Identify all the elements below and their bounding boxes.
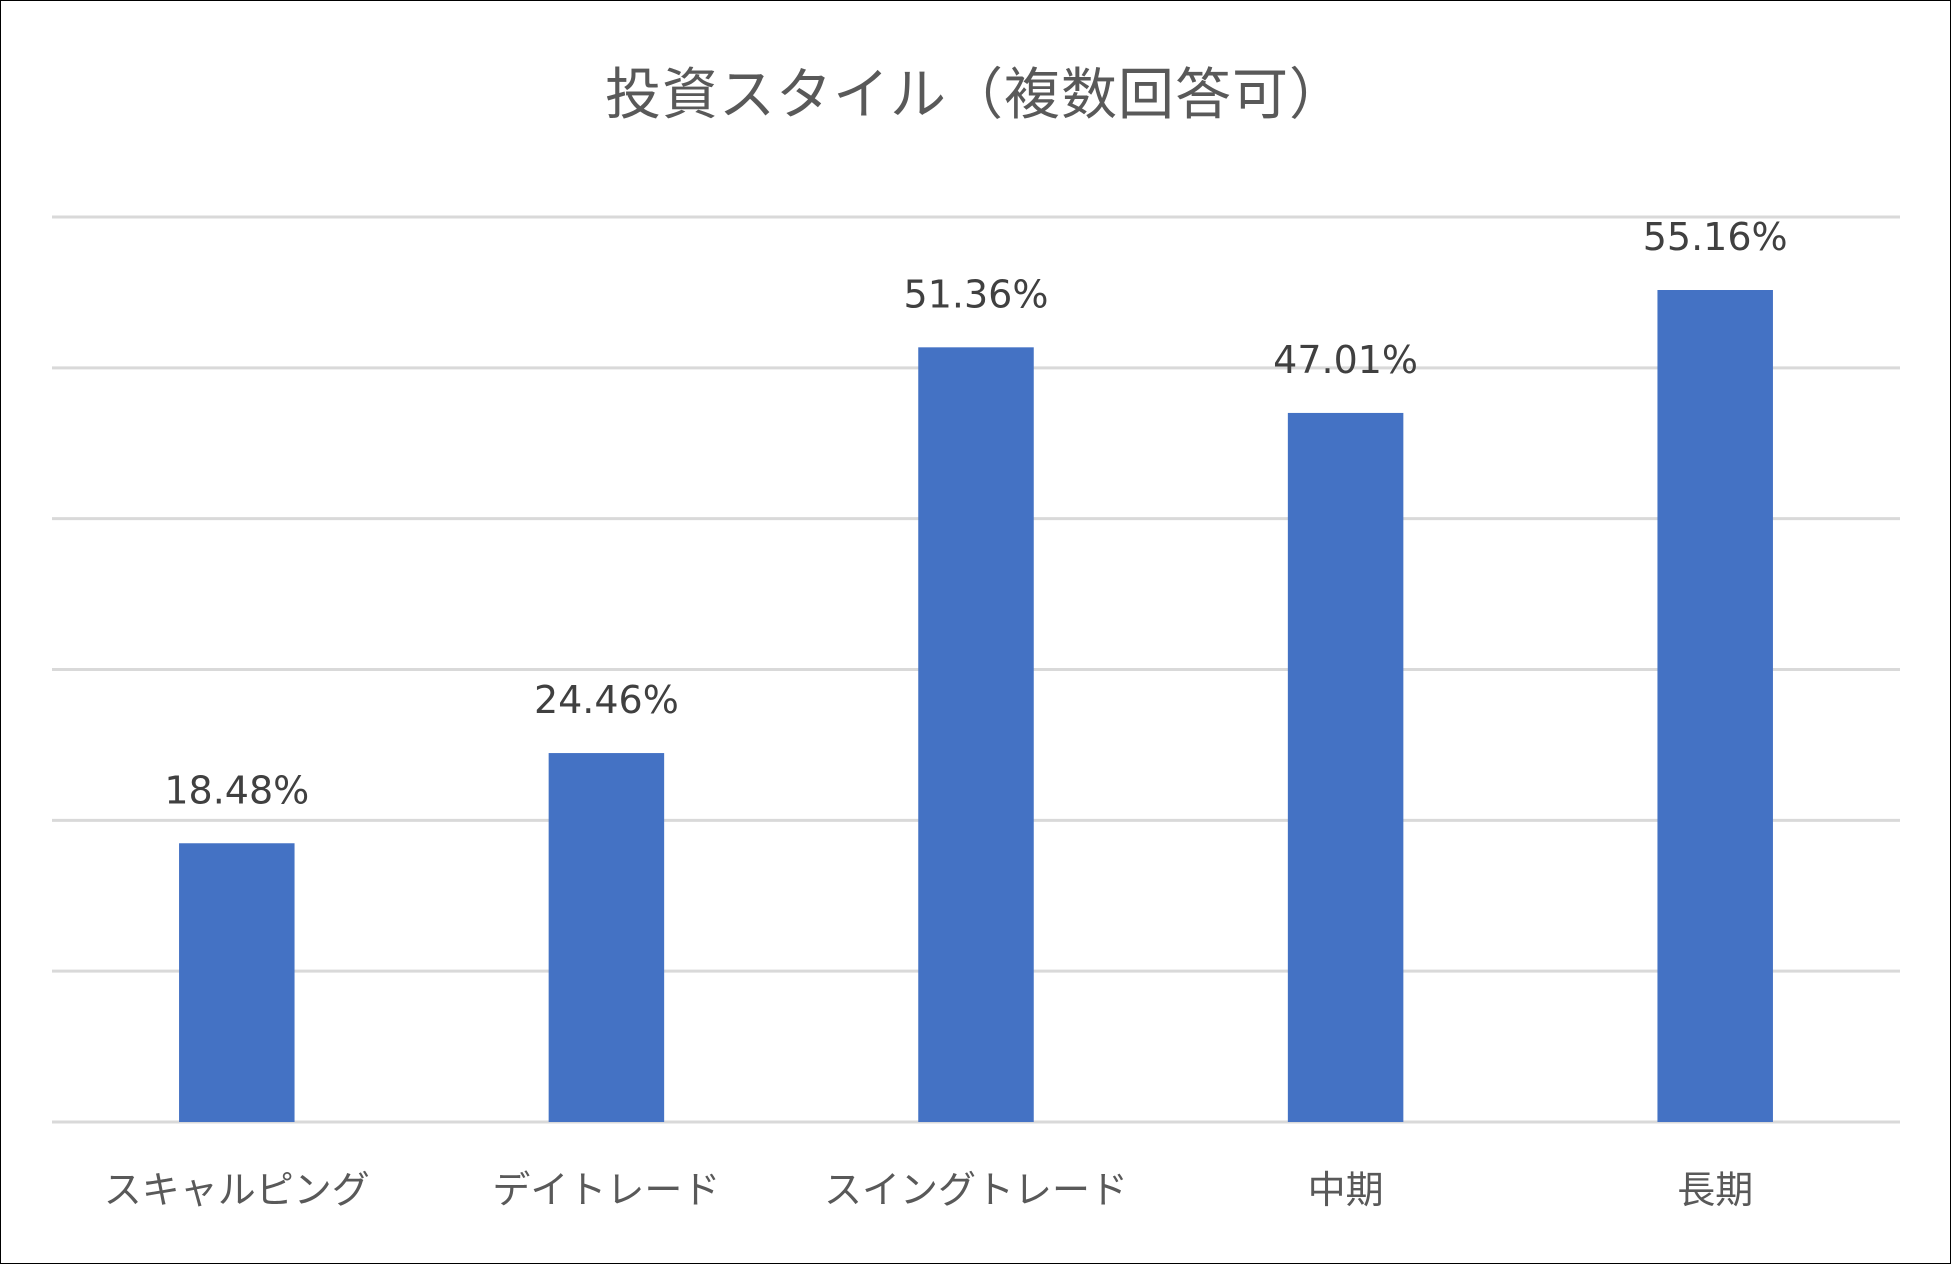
data-label: 18.48% xyxy=(164,768,309,812)
bar xyxy=(918,347,1034,1122)
bar xyxy=(179,843,295,1122)
category-axis: スキャルピング デイトレード スイングトレード 中期 長期 xyxy=(104,1168,1753,1212)
category-tick-label: 長期 xyxy=(1677,1168,1753,1212)
chart-title: 投資スタイル（複数回答可） xyxy=(605,63,1346,128)
data-labels: 18.48% 24.46% 51.36% 47.01% 55.16% xyxy=(164,215,1787,812)
data-label: 55.16% xyxy=(1643,215,1788,259)
bars xyxy=(179,290,1773,1123)
bar xyxy=(1657,290,1773,1123)
category-tick-label: 中期 xyxy=(1308,1168,1384,1212)
data-label: 51.36% xyxy=(904,272,1049,316)
category-tick-label: スイングトレード xyxy=(824,1168,1128,1212)
bar xyxy=(548,753,665,1122)
data-label: 47.01% xyxy=(1273,338,1418,382)
category-tick-label: スキャルピング xyxy=(104,1168,370,1212)
category-tick-label: デイトレード xyxy=(492,1168,720,1212)
data-label: 24.46% xyxy=(534,678,679,722)
bar xyxy=(1287,412,1404,1122)
